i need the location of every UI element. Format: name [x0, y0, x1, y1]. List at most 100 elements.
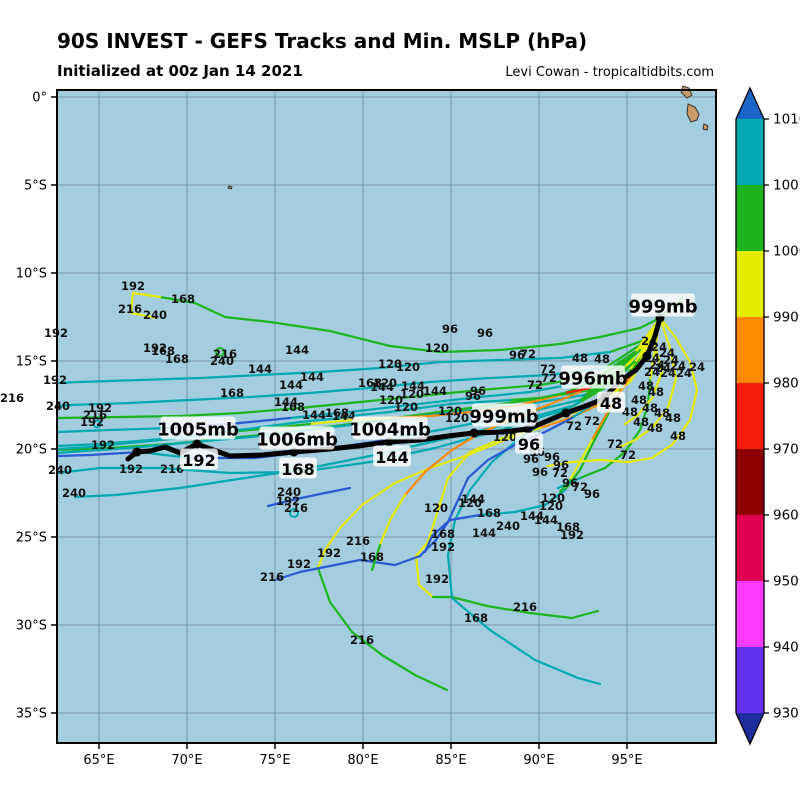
ensemble-track-segment — [498, 342, 562, 352]
ensemble-track-segment — [590, 418, 607, 447]
hour-label: 240 — [496, 519, 520, 533]
mean-hour-label-box — [180, 448, 218, 470]
hour-label: 192 — [425, 572, 449, 586]
hour-label: 120 — [394, 400, 418, 414]
ensemble-track-segment — [388, 344, 442, 354]
hour-label: 168 — [171, 292, 195, 306]
ensemble-track-segment — [446, 498, 460, 524]
hour-label: 216 — [346, 534, 370, 548]
hour-label: 216 — [213, 347, 237, 361]
ensemble-track-segment — [623, 413, 640, 426]
mean-mslp-label: 999mb — [628, 296, 697, 317]
ensemble-track-segment — [468, 460, 494, 492]
ensemble-track-segment — [378, 360, 442, 370]
ensemble-track-segment — [486, 443, 517, 462]
ensemble-track-segment — [414, 540, 430, 558]
hour-label: 48 — [631, 393, 647, 407]
ensemble-track-segment — [558, 335, 602, 346]
hour-label: 120 — [400, 387, 424, 401]
ensemble-track-segment — [570, 458, 602, 464]
hour-label: 96 — [470, 384, 486, 398]
ensemble-track-segment — [328, 329, 392, 348]
y-tick-label: 15°S — [16, 355, 47, 370]
ensemble-track-segment — [543, 488, 567, 507]
y-tick-label: 5°S — [24, 179, 47, 194]
ensemble-track-segment — [318, 486, 352, 496]
x-tick-label: 75°E — [259, 753, 290, 768]
hour-label: 168 — [358, 376, 382, 390]
ensemble-track-segment — [466, 438, 507, 457]
mean-track-point — [289, 447, 299, 457]
hour-label: 168 — [220, 386, 244, 400]
ensemble-track-segment — [428, 410, 472, 418]
track-loop — [289, 508, 299, 518]
y-tick-label: 10°S — [16, 267, 47, 282]
ensemble-track-segment — [198, 373, 262, 380]
hour-label: 144 — [461, 492, 485, 506]
ensemble-track-segment — [688, 360, 699, 392]
mean-hour-label: 168 — [281, 460, 314, 479]
ensemble-track-segment — [603, 343, 642, 370]
hour-label: 168 — [360, 550, 384, 564]
mean-track-point — [132, 447, 142, 457]
ensemble-track-segment — [298, 400, 362, 410]
mean-mslp-label-box — [472, 403, 536, 427]
hour-label: 72 — [552, 466, 568, 480]
hour-label: 192 — [43, 373, 67, 387]
ensemble-track-segment — [273, 570, 302, 582]
hour-label: 120 — [379, 393, 403, 407]
x-tick-label: 90°E — [523, 753, 554, 768]
ensemble-track-segment — [138, 376, 202, 382]
hour-label: 216 — [0, 391, 24, 405]
ensemble-track-segment — [56, 428, 112, 434]
ensemble-track-segment — [368, 380, 432, 390]
ensemble-track-segment — [456, 476, 470, 502]
ensemble-track-segment — [308, 386, 372, 395]
y-tick-label: 20°S — [16, 443, 47, 458]
ensemble-track-segment — [426, 508, 440, 544]
hour-label: 96 — [442, 322, 458, 336]
colorbar-tick-label: 1010 — [773, 112, 800, 128]
ensemble-track-segment — [178, 476, 247, 490]
ensemble-track-segment — [453, 488, 472, 522]
hour-label: 24 — [659, 346, 675, 360]
x-tick-label: 80°E — [347, 753, 378, 768]
ensemble-track-segment — [268, 420, 302, 428]
hour-label: 144 — [332, 409, 356, 423]
hour-label: 96 — [477, 326, 493, 340]
hour-label: 48 — [665, 411, 681, 425]
ensemble-track-segment — [563, 468, 582, 492]
ensemble-track-segment — [408, 396, 472, 407]
ensemble-track-segment — [538, 416, 572, 430]
hour-label: 48 — [572, 351, 588, 365]
hour-label: 192 — [560, 528, 584, 542]
ensemble-track-segment — [290, 492, 322, 502]
ensemble-track-segment — [590, 413, 608, 442]
ensemble-track-segment — [323, 526, 342, 552]
hour-label: 168 — [325, 406, 349, 420]
hour-label: 96 — [465, 389, 481, 403]
colorbar-tick-label: 970 — [773, 442, 799, 458]
hour-label: 192 — [88, 401, 112, 415]
hour-label: 216 — [83, 408, 107, 422]
hour-label: 120 — [539, 499, 563, 513]
ensemble-track-segment — [56, 380, 82, 385]
hour-label: 48 — [647, 421, 663, 435]
mean-track-point — [561, 408, 571, 418]
ensemble-track-segment — [108, 426, 172, 432]
hour-label: 72 — [572, 480, 588, 494]
ensemble-track-segment — [688, 388, 699, 422]
ensemble-track-segment — [393, 554, 422, 567]
ensemble-track-segment — [598, 458, 630, 464]
hour-label: 144 — [302, 408, 326, 422]
hour-label: 144 — [370, 380, 394, 394]
ensemble-track-segment — [358, 394, 422, 404]
hour-label: 192 — [121, 279, 145, 293]
hour-label: 24 — [663, 353, 679, 367]
ensemble-track-segment — [468, 390, 532, 400]
ensemble-track-segment — [228, 416, 292, 426]
mean-hour-label-box — [373, 445, 411, 467]
ensemble-track-segment — [468, 435, 507, 454]
ensemble-track-segment — [338, 503, 364, 530]
ensemble-track-segment — [56, 445, 92, 451]
